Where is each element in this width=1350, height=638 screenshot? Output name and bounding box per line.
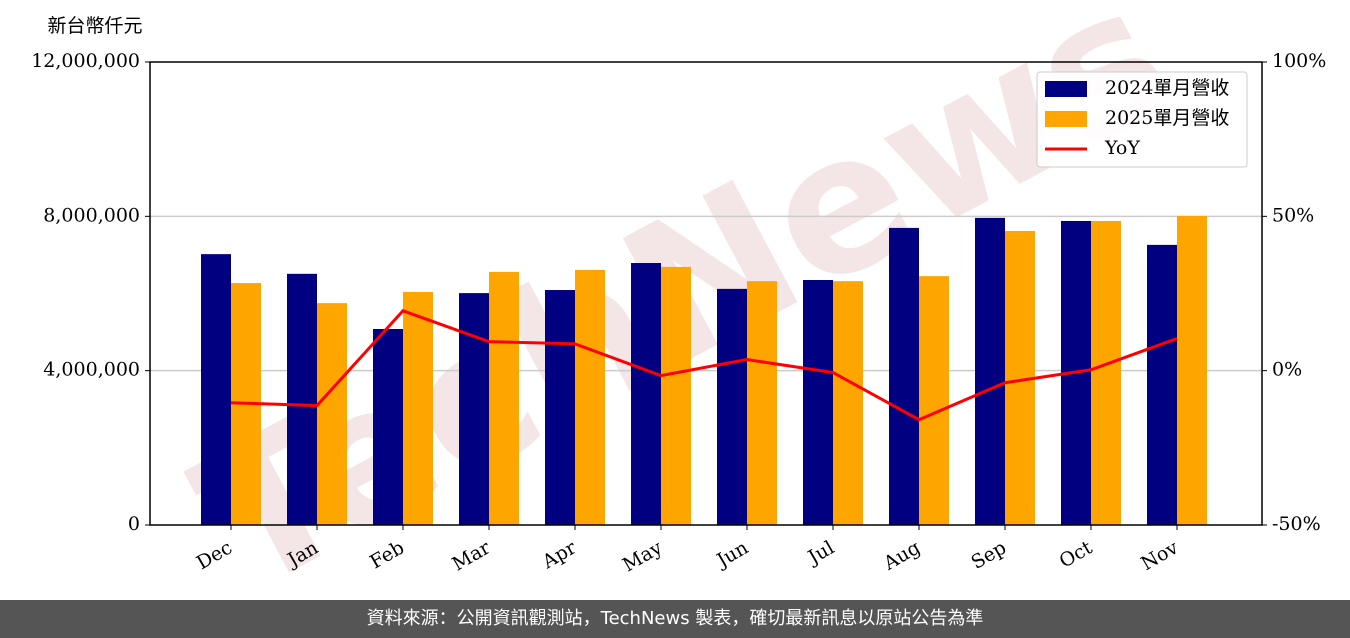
bar <box>403 291 433 525</box>
legend-label: 2024單月營收 <box>1105 77 1229 99</box>
bar <box>545 290 575 525</box>
bar <box>1091 220 1121 526</box>
bar <box>287 273 317 525</box>
bar <box>1147 244 1177 525</box>
y2-tick-label: 100% <box>1272 50 1326 72</box>
bar <box>459 293 489 525</box>
y-axis-unit: 新台幣仟元 <box>47 15 142 37</box>
x-tick-label: Nov <box>1137 536 1182 575</box>
chart: 新台幣仟元 TechNews04,000,0008,000,00012,000,… <box>31 0 1326 634</box>
bar <box>661 266 691 525</box>
x-tick-label: Mar <box>448 536 494 575</box>
yoy-line <box>230 309 1178 422</box>
bar <box>201 254 231 525</box>
x-tick-label: May <box>619 536 666 576</box>
bar <box>373 328 403 525</box>
y2-tick-label: -50% <box>1272 513 1321 535</box>
bar <box>717 288 747 525</box>
y2-tick-label: 50% <box>1272 204 1314 226</box>
y-tick-label: 0 <box>128 513 140 535</box>
bar <box>631 263 661 525</box>
bar <box>833 281 863 525</box>
footer: 資料來源：公開資訊觀測站，TechNews 製表，確切最新訊息以原站公告為準 <box>0 600 1350 638</box>
bar <box>317 303 347 525</box>
bar <box>489 271 519 525</box>
bar <box>889 227 919 526</box>
plot-frame <box>149 61 1263 526</box>
bar <box>747 281 777 525</box>
y-tick-label: 8,000,000 <box>43 204 140 226</box>
bar <box>575 269 605 525</box>
legend-label: 2025單月營收 <box>1105 107 1229 129</box>
y-tick-label: 12,000,000 <box>31 50 140 72</box>
bar <box>1177 215 1207 525</box>
bar <box>975 217 1005 526</box>
legend-swatch <box>1045 81 1087 97</box>
x-tick-label: Aug <box>879 537 924 576</box>
legend-label: YoY <box>1104 137 1140 159</box>
x-tick-label: Jul <box>803 537 838 570</box>
legend-swatch <box>1045 111 1087 127</box>
legend-box <box>1036 71 1248 168</box>
bar <box>803 279 833 525</box>
y2-tick-label: 0% <box>1272 359 1302 381</box>
x-tick-label: Oct <box>1056 536 1097 572</box>
y-tick-label: 4,000,000 <box>43 359 140 381</box>
x-tick-label: Jun <box>711 537 752 573</box>
x-tick-label: Sep <box>967 537 1010 574</box>
bar <box>919 276 949 525</box>
x-tick-label: Apr <box>538 536 581 573</box>
